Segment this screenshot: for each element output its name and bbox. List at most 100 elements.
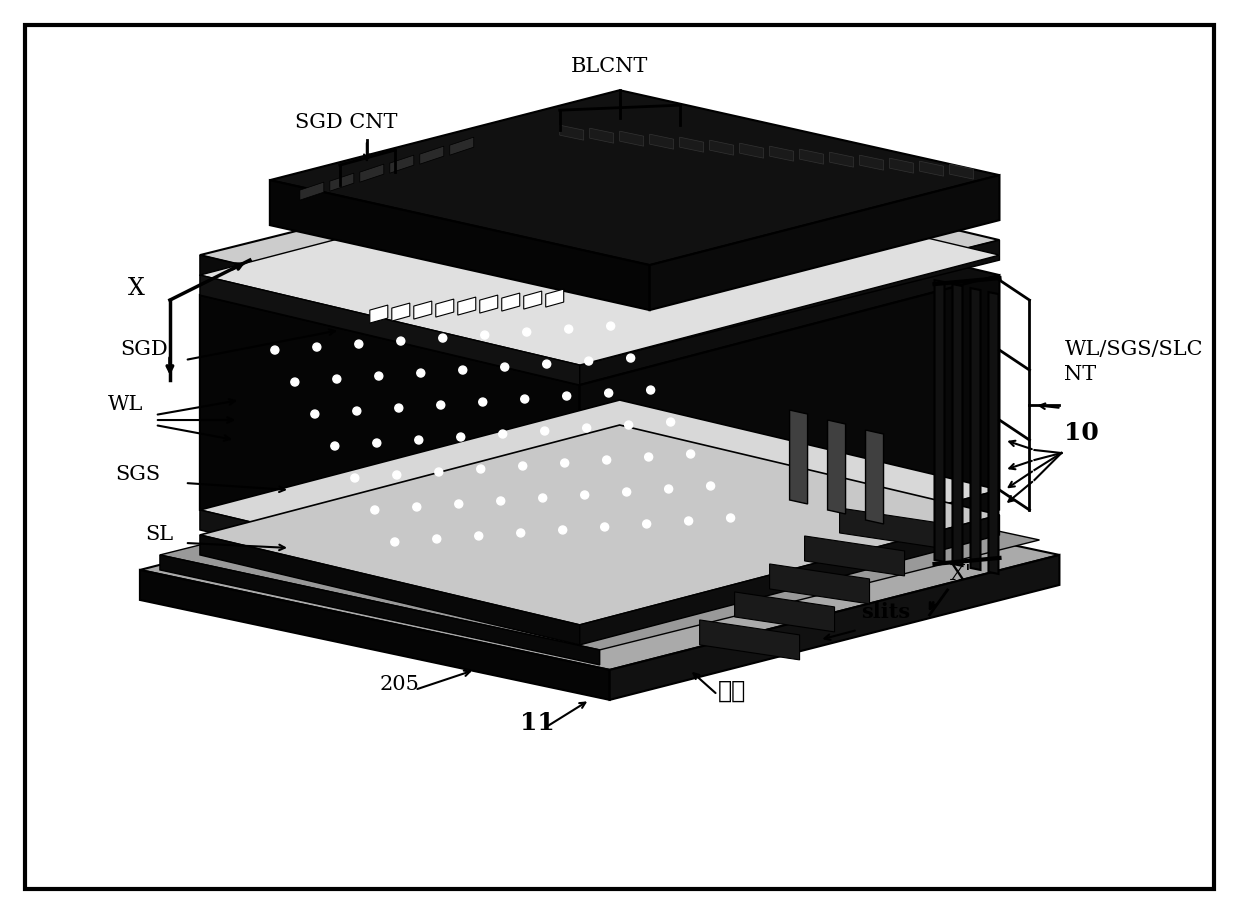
Polygon shape: [699, 620, 800, 660]
Circle shape: [481, 331, 489, 339]
Circle shape: [291, 378, 299, 386]
Circle shape: [456, 433, 465, 441]
Polygon shape: [270, 90, 999, 265]
Polygon shape: [200, 510, 579, 620]
Circle shape: [374, 372, 383, 380]
Circle shape: [541, 427, 549, 435]
Polygon shape: [450, 137, 474, 155]
Polygon shape: [734, 592, 835, 632]
Polygon shape: [200, 535, 579, 645]
Circle shape: [439, 334, 446, 342]
Circle shape: [606, 322, 615, 330]
Circle shape: [665, 485, 672, 493]
Circle shape: [517, 529, 525, 537]
Circle shape: [622, 488, 631, 496]
Circle shape: [684, 517, 693, 525]
Circle shape: [435, 468, 443, 476]
Polygon shape: [950, 165, 973, 179]
Circle shape: [475, 532, 482, 540]
Circle shape: [311, 410, 319, 418]
Polygon shape: [360, 165, 384, 182]
Text: SL: SL: [145, 525, 174, 544]
Polygon shape: [480, 295, 497, 314]
Text: BLCNT: BLCNT: [570, 58, 649, 76]
Polygon shape: [392, 303, 409, 321]
Polygon shape: [200, 186, 999, 385]
Polygon shape: [330, 173, 353, 191]
Polygon shape: [200, 165, 999, 365]
Polygon shape: [200, 295, 579, 600]
Circle shape: [600, 523, 609, 531]
Circle shape: [647, 386, 655, 394]
Circle shape: [497, 497, 505, 505]
Circle shape: [667, 418, 675, 426]
Polygon shape: [620, 132, 644, 146]
Polygon shape: [590, 128, 614, 143]
Polygon shape: [610, 555, 1059, 700]
Text: WL: WL: [108, 395, 144, 414]
Circle shape: [707, 482, 714, 490]
Polygon shape: [920, 161, 944, 176]
Circle shape: [501, 363, 508, 371]
Polygon shape: [420, 146, 444, 165]
Circle shape: [560, 459, 569, 467]
Polygon shape: [140, 455, 1059, 670]
Circle shape: [373, 439, 381, 447]
Circle shape: [543, 360, 551, 368]
Text: 11: 11: [520, 711, 554, 735]
Polygon shape: [839, 508, 940, 548]
Circle shape: [393, 471, 401, 479]
Polygon shape: [805, 536, 904, 576]
Polygon shape: [579, 240, 999, 365]
Circle shape: [518, 462, 527, 470]
Circle shape: [417, 369, 425, 377]
Circle shape: [626, 354, 635, 362]
Circle shape: [459, 366, 466, 374]
Circle shape: [521, 395, 528, 403]
Polygon shape: [952, 284, 962, 566]
Circle shape: [391, 538, 399, 546]
Circle shape: [353, 407, 361, 415]
Polygon shape: [650, 175, 999, 310]
Polygon shape: [160, 555, 600, 664]
Polygon shape: [935, 280, 945, 562]
Circle shape: [479, 398, 487, 406]
Polygon shape: [270, 180, 650, 310]
Circle shape: [394, 404, 403, 412]
Text: 205: 205: [379, 675, 419, 694]
Circle shape: [583, 424, 590, 432]
Circle shape: [312, 343, 321, 351]
Polygon shape: [790, 410, 807, 504]
Circle shape: [687, 450, 694, 458]
Polygon shape: [739, 143, 764, 158]
Circle shape: [538, 494, 547, 502]
Text: X: X: [128, 277, 145, 300]
Circle shape: [564, 325, 573, 333]
Polygon shape: [200, 400, 999, 600]
Circle shape: [605, 389, 613, 397]
Text: WL/SGS/SLC
NT: WL/SGS/SLC NT: [1064, 340, 1203, 384]
Text: 10: 10: [1064, 421, 1099, 445]
Polygon shape: [546, 289, 564, 307]
Polygon shape: [200, 255, 579, 365]
Polygon shape: [800, 149, 823, 165]
Polygon shape: [200, 425, 999, 625]
Circle shape: [498, 430, 507, 438]
Polygon shape: [859, 155, 884, 170]
Circle shape: [415, 436, 423, 444]
Polygon shape: [889, 158, 914, 173]
Polygon shape: [988, 292, 998, 574]
Polygon shape: [579, 490, 999, 620]
Polygon shape: [866, 430, 884, 524]
Circle shape: [371, 506, 378, 514]
Polygon shape: [300, 182, 324, 200]
Circle shape: [625, 421, 632, 429]
Text: X': X': [950, 563, 971, 585]
Circle shape: [585, 357, 593, 365]
Circle shape: [645, 453, 652, 461]
Circle shape: [603, 456, 610, 464]
Polygon shape: [559, 125, 584, 140]
Polygon shape: [680, 137, 703, 152]
Polygon shape: [502, 293, 520, 311]
Polygon shape: [579, 515, 999, 645]
